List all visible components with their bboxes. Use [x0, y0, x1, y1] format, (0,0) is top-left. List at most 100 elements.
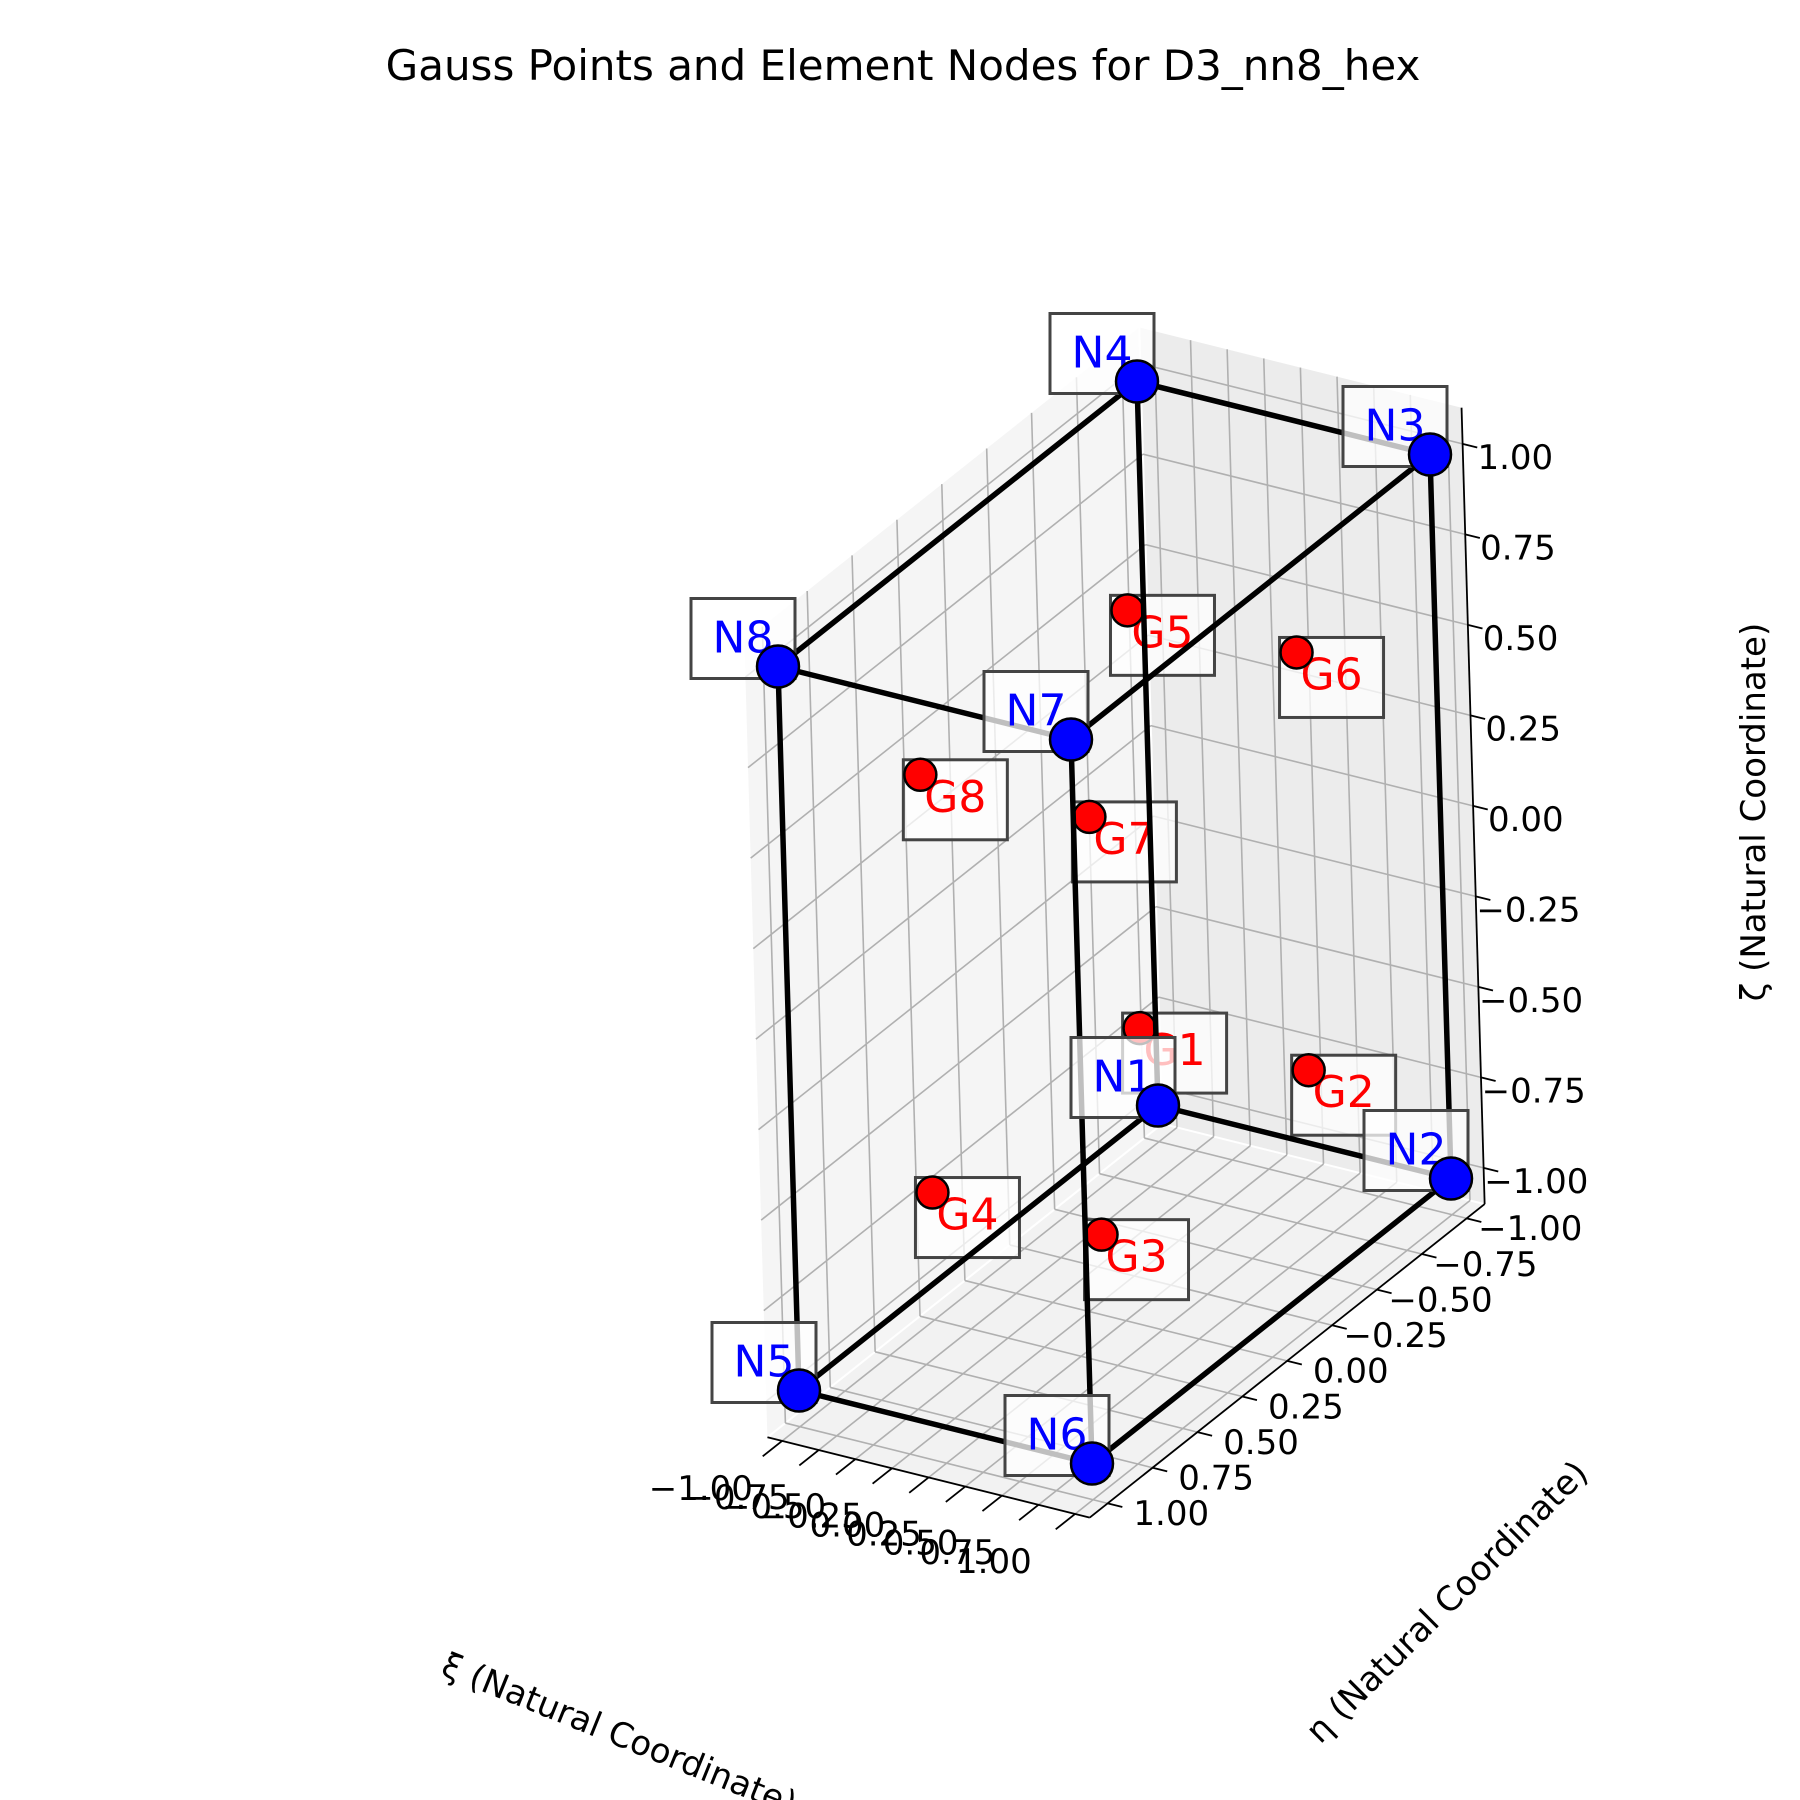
- y-tick: [1107, 1502, 1123, 1508]
- node-point: [1069, 1441, 1115, 1486]
- y-tick-label: 0.75: [1178, 1459, 1254, 1499]
- x-tick-label: −0.25: [759, 1496, 863, 1536]
- z-axis-ticks: −1.00 −0.75 −0.50 −0.25 0.00 0.25 0.50 0.75 1.00: [1462, 438, 1588, 1202]
- z-tick: [1480, 1076, 1496, 1082]
- y-tick: [1286, 1359, 1303, 1366]
- y-tick: [1152, 1466, 1168, 1473]
- element-edge: [1134, 378, 1161, 1109]
- chart-title: Gauss Points and Element Nodes for D3_nn…: [386, 41, 1421, 90]
- y-tick-label: −0.75: [1433, 1245, 1537, 1285]
- z-tick: [1483, 1167, 1499, 1173]
- element-edge: [775, 663, 802, 1394]
- y-tick: [1421, 1253, 1437, 1259]
- grid-line: [1409, 394, 1435, 1192]
- plot-marks: G1G2G3G4G5G6G7G8N1N2N3N4N5N6N7N8: [689, 312, 1474, 1486]
- gauss-point: [1110, 593, 1145, 628]
- grid-line: [785, 1422, 1108, 1505]
- x-tick-label: −0.75: [685, 1478, 789, 1518]
- gauss-point: [1072, 799, 1107, 835]
- gauss-point: [915, 1175, 950, 1210]
- z-tick: [1472, 805, 1488, 811]
- z-tick-label: 0.00: [1488, 800, 1564, 840]
- z-tick: [1465, 533, 1481, 539]
- x-tick: [945, 1485, 966, 1503]
- y-tick-label: −0.50: [1388, 1280, 1492, 1320]
- element-edge: [775, 378, 1140, 670]
- y-tick-label: 0.00: [1313, 1352, 1389, 1392]
- gauss-point: [1084, 1217, 1119, 1252]
- z-tick-label: −0.25: [1476, 891, 1580, 931]
- x-tick-label: −1.00: [649, 1469, 753, 1509]
- z-tick-label: −0.75: [1482, 1072, 1586, 1112]
- node-label-box: [710, 1321, 818, 1404]
- gauss-point: [1279, 635, 1314, 670]
- x-axis-ticks: −1.00−0.75−0.50−0.250.000.250.500.751.00: [649, 1440, 1076, 1582]
- node-point: [755, 644, 801, 689]
- node-point: [776, 1368, 822, 1413]
- x-tick: [835, 1458, 856, 1476]
- z-tick: [1475, 895, 1491, 901]
- grid-line: [747, 453, 1144, 769]
- z-tick-label: −1.00: [1484, 1162, 1588, 1202]
- x-tick: [872, 1467, 893, 1485]
- z-axis-label: ζ (Natural Coordinate): [1734, 623, 1774, 1001]
- element-edge: [1427, 451, 1454, 1182]
- y-tick-label: −1.00: [1478, 1209, 1582, 1249]
- node-point: [1428, 1156, 1474, 1201]
- node-label-box: [1362, 1109, 1470, 1192]
- grid-line: [1150, 724, 1474, 807]
- element-edge: [796, 1102, 1161, 1394]
- grid-line: [874, 1351, 1198, 1433]
- x-tick: [981, 1494, 1003, 1512]
- grid-line: [1372, 385, 1398, 1183]
- y-tick: [1331, 1324, 1347, 1330]
- z-tick: [1470, 714, 1486, 720]
- x-tick: [908, 1476, 930, 1494]
- grid-line: [919, 1315, 1243, 1398]
- gauss-point: [1291, 1052, 1326, 1088]
- grid-line: [1074, 1199, 1471, 1515]
- y-tick: [1466, 1217, 1482, 1223]
- grid-lines: [744, 331, 1484, 1515]
- x-tick-label: −0.50: [722, 1487, 826, 1527]
- element-edge: [1089, 1175, 1454, 1467]
- x-tick-label: 1.00: [956, 1542, 1032, 1582]
- node-point: [1114, 359, 1160, 404]
- grid-line: [806, 591, 832, 1388]
- grid-line: [750, 543, 1147, 859]
- grid-line: [744, 362, 1141, 678]
- y-tick: [1197, 1431, 1213, 1437]
- x-tick-label: 0.50: [883, 1524, 959, 1564]
- z-tick-label: 0.50: [1483, 619, 1559, 659]
- x-tick-label: 0.25: [846, 1515, 922, 1555]
- element-edge: [1068, 451, 1433, 743]
- z-tick: [1462, 443, 1478, 449]
- grid-line: [1336, 376, 1361, 1174]
- x-tick: [762, 1440, 783, 1458]
- y-tick-label: 0.25: [1268, 1387, 1344, 1427]
- gauss-label-box: [901, 758, 1009, 842]
- y-axis-label: η (Natural Coordinate): [1298, 1453, 1596, 1751]
- grid-line: [1145, 543, 1469, 626]
- y-tick-label: −0.25: [1344, 1316, 1448, 1356]
- x-axis-label: ξ (Natural Coordinate): [436, 1645, 802, 1800]
- node-point: [1048, 717, 1094, 762]
- y-tick-label: 1.00: [1133, 1494, 1209, 1534]
- z-tick-label: 0.75: [1480, 529, 1556, 569]
- y-tick-label: 0.50: [1223, 1423, 1299, 1463]
- grid-line: [964, 1279, 1288, 1362]
- node-point: [1407, 432, 1453, 477]
- node-point: [1135, 1083, 1181, 1128]
- x-tick: [798, 1449, 820, 1467]
- z-tick: [1478, 986, 1494, 992]
- x-tick: [1018, 1504, 1040, 1521]
- grid-line: [761, 626, 787, 1424]
- y-tick: [1376, 1288, 1392, 1295]
- y-axis-ticks: −1.00−0.75−0.50−0.250.000.250.500.751.00: [1107, 1209, 1582, 1534]
- z-tick: [1467, 624, 1483, 630]
- gauss-point: [903, 757, 938, 793]
- grid-line: [755, 724, 1152, 1040]
- x-tick: [1055, 1513, 1076, 1531]
